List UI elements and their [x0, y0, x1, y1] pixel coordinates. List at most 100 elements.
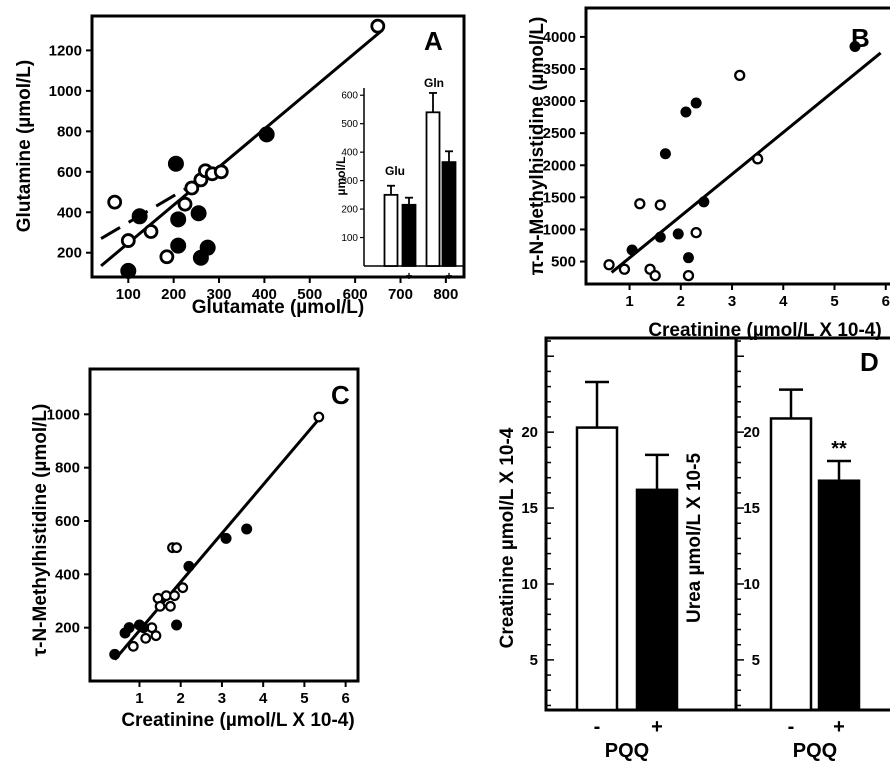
significance-marker: **	[831, 438, 847, 460]
x-axis-title: PQQ	[793, 740, 837, 761]
x-tick-label: -	[594, 716, 601, 738]
y-tick-label: 800	[55, 460, 80, 477]
x-tick-label: 4	[259, 690, 268, 707]
data-point-open	[213, 164, 229, 180]
data-point-filled	[167, 155, 184, 172]
x-tick-label: 300	[207, 286, 232, 303]
panel-d-letter: D	[860, 347, 879, 377]
x-tick-label: 600	[343, 286, 368, 303]
x-tick-label: 6	[341, 690, 349, 707]
inset-y-axis-title: µmol/L	[334, 157, 348, 196]
y-tick-label: 600	[55, 513, 80, 530]
y-tick-label: 20	[521, 424, 538, 441]
inset-x-tick-label: +	[405, 269, 412, 283]
y-tick-label: 3500	[543, 61, 576, 78]
data-point-open	[120, 233, 136, 248]
x-tick-label: 3	[218, 690, 226, 707]
data-point-open	[654, 199, 666, 211]
data-point-filled	[626, 244, 638, 256]
bar	[817, 479, 861, 712]
y-tick-label: 2000	[543, 157, 576, 174]
data-point-open	[177, 582, 189, 594]
inset-y-tick-label: 600	[341, 91, 358, 102]
data-point-filled	[220, 532, 232, 544]
data-point-filled	[659, 148, 671, 160]
y-tick-label: 1000	[47, 406, 80, 423]
data-point-open	[107, 194, 123, 210]
data-point-filled	[120, 262, 137, 279]
panel-a: 100 200 300 400 500 600 700 800 200 400 600 800 1000…	[14, 18, 458, 318]
y-tick-label: 2500	[543, 125, 576, 142]
inset-y-tick-label: 500	[341, 119, 358, 130]
data-point-filled	[170, 237, 187, 254]
panel-b: 1 2 3 4 5 6 500 1000 1500 2000 2500 3000 3500 4000 Cre…	[527, 17, 890, 341]
panel-d-right-frame	[734, 336, 890, 712]
data-point-filled	[131, 208, 148, 225]
y-axis-title: Creatinine µmol/L X 10-4	[497, 427, 518, 648]
bar	[575, 426, 619, 712]
y-tick-label: 3000	[543, 93, 576, 110]
y-tick-label: 15	[743, 500, 760, 517]
data-point-open	[159, 249, 175, 265]
x-tick-label: 4	[779, 293, 788, 310]
data-point-filled	[241, 523, 253, 535]
data-point-filled	[138, 622, 150, 634]
y-tick-label: 10	[521, 576, 538, 593]
data-point-filled	[849, 41, 861, 53]
panel-b-frame	[584, 6, 890, 286]
y-tick-label: 1200	[49, 42, 82, 59]
y-tick-label: 200	[57, 245, 82, 262]
inset-y-tick-label: 400	[341, 148, 358, 159]
data-point-filled	[680, 106, 692, 118]
x-tick-label: 6	[882, 293, 890, 310]
data-point-open	[150, 630, 162, 642]
y-tick-label: 4000	[543, 29, 576, 46]
bar	[769, 417, 813, 712]
data-point-open	[177, 196, 193, 212]
panel-a-frame	[90, 14, 466, 279]
data-point-open	[184, 180, 200, 196]
x-axis-title: Glutamate (µmol/L)	[192, 297, 364, 318]
y-tick-label: 400	[57, 204, 82, 221]
inset-y-tick-label: 200	[341, 205, 358, 216]
x-tick-label: 5	[830, 293, 838, 310]
y-tick-label: 200	[55, 620, 80, 637]
panel-c-frame	[88, 367, 360, 683]
data-point-open	[690, 227, 702, 239]
x-tick-label: 100	[116, 286, 141, 303]
data-point-open	[682, 270, 695, 282]
data-point-filled	[190, 205, 207, 222]
data-point-filled	[171, 619, 183, 631]
inset-y-tick-label: 100	[341, 233, 358, 244]
y-axis-title: Glutamine (µmol/L)	[14, 60, 35, 232]
y-tick-label: 400	[55, 566, 80, 583]
x-tick-label: 2	[677, 293, 685, 310]
panel-c-letter: C	[331, 380, 350, 410]
inset-bar	[441, 161, 457, 267]
data-point-open	[154, 600, 166, 612]
y-tick-label: 5	[530, 652, 538, 669]
inset-y-tick-label: 300	[341, 176, 358, 187]
data-point-filled	[672, 228, 684, 240]
x-tick-label: 400	[252, 286, 277, 303]
data-point-filled	[123, 622, 135, 634]
regression-line	[113, 413, 325, 661]
panel-c: 1 2 3 4 5 6 200 400 600 800 1000 Creatinine (µmol/L…	[30, 404, 355, 731]
y-axis-title: π-N-Methylhistidine (µmol/L)	[527, 17, 548, 276]
data-point-open	[127, 640, 139, 652]
y-tick-label: 800	[57, 123, 82, 140]
data-point-filled	[109, 648, 121, 660]
x-tick-label: 800	[433, 286, 458, 303]
x-axis-title: Creatinine (µmol/L X 10-4)	[121, 710, 354, 731]
x-tick-label: -	[788, 716, 795, 738]
data-point-open	[752, 153, 764, 165]
data-point-open	[603, 259, 615, 271]
inset-bar	[425, 111, 441, 267]
data-point-open	[734, 69, 746, 82]
y-tick-label: 5	[752, 652, 760, 669]
regression-line	[100, 29, 384, 268]
data-point-open	[618, 263, 631, 275]
data-point-open	[313, 411, 325, 423]
data-point-filled	[183, 560, 195, 572]
inset-group-label: Gln	[424, 76, 444, 90]
